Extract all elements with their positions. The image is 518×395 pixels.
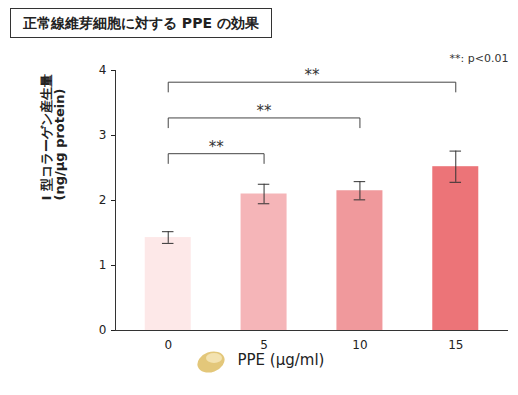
svg-text:15: 15 <box>448 338 463 352</box>
svg-text:**: ** <box>209 138 225 156</box>
svg-text:5: 5 <box>260 338 268 352</box>
svg-text:3: 3 <box>99 128 107 142</box>
svg-text:**: ** <box>257 102 273 120</box>
svg-text:2: 2 <box>99 193 107 207</box>
html-text:正常線維芽細胞に対する PPE の効果: 正常線維芽細胞に対する PPE の効果 <box>23 15 259 31</box>
svg-text:4: 4 <box>99 63 107 77</box>
svg-text:I 型コラーゲン産生量(ng/μg protein): I 型コラーゲン産生量(ng/μg protein) <box>39 74 67 200</box>
svg-text:**: p<0.01: **: p<0.01 <box>450 52 509 65</box>
svg-text:**: ** <box>305 66 321 84</box>
svg-text:0: 0 <box>99 323 107 337</box>
svg-text:0: 0 <box>164 338 172 352</box>
svg-text:10: 10 <box>352 338 367 352</box>
html-text:PPE (μg/ml): PPE (μg/ml) <box>237 351 325 369</box>
svg-text:1: 1 <box>99 258 107 272</box>
